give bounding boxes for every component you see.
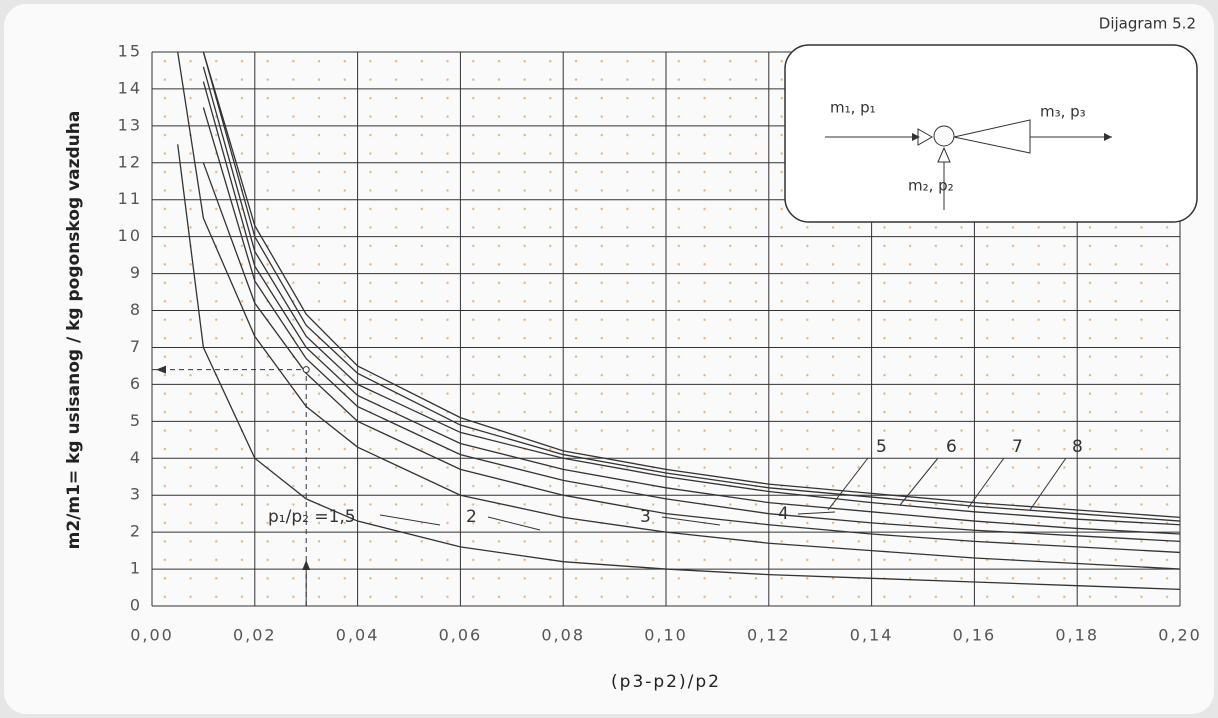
arrow: [912, 133, 920, 141]
inlet-label: m₁, p₁: [830, 99, 876, 117]
y-tick-label: 11: [118, 189, 142, 208]
leader-line: [661, 516, 721, 526]
curve: [202, 51, 1181, 522]
nozzle: [917, 128, 934, 146]
arrow: [156, 365, 166, 374]
corner-label: Dijagram 5.2: [1099, 15, 1196, 33]
y-tick-label: 12: [118, 152, 142, 171]
leader-line: [827, 457, 869, 511]
x-tick-label: 0,04: [336, 626, 380, 645]
y-tick-label: 10: [118, 226, 142, 245]
curve-label: 4: [778, 504, 789, 524]
leader-line: [797, 511, 836, 515]
leader-line: [899, 457, 939, 506]
x-tick-label: 0,18: [1055, 626, 1099, 645]
leader-line: [1029, 457, 1067, 511]
mixer: [933, 125, 955, 147]
y-tick-label: 15: [118, 42, 142, 61]
curve: [177, 51, 1181, 570]
y-tick-label: 7: [130, 337, 142, 356]
curve-label: 3: [640, 507, 651, 527]
x-tick-label: 0,10: [644, 626, 688, 645]
curve-label: 5: [876, 437, 887, 457]
x-tick-label: 0,08: [541, 626, 585, 645]
y-tick-label: 5: [130, 411, 142, 430]
curve: [177, 144, 1181, 591]
curve: [202, 66, 1181, 526]
outlet-label: m₃, p₃: [1040, 103, 1086, 121]
curve: [202, 107, 1181, 543]
y-tick-label: 1: [130, 559, 142, 578]
suction-label: m₂, p₂: [908, 177, 954, 195]
curve-label: 8: [1072, 437, 1083, 457]
x-tick-label: 0,06: [439, 626, 483, 645]
y-tick-label: 2: [130, 522, 142, 541]
leader-line: [967, 457, 1005, 509]
x-tick-label: 0,12: [747, 626, 791, 645]
curve-label: 6: [946, 437, 957, 457]
y-tick-label: 4: [130, 448, 142, 467]
y-axis-label: m2/m1= kg usisanog / kg pogonskog vazduh…: [64, 111, 84, 550]
y-tick-label: 13: [118, 115, 142, 134]
y-tick-label: 14: [118, 78, 142, 97]
x-tick-label: 0,16: [953, 626, 997, 645]
x-tick-label: 0,02: [233, 626, 277, 645]
inset-box: [784, 44, 1198, 223]
curve-label: 2: [466, 507, 477, 527]
leader-line: [487, 516, 541, 531]
x-tick-label: 0,00: [130, 626, 174, 645]
curve-label: p₁/p₂ =1,5: [268, 507, 356, 527]
y-tick-label: 0: [130, 596, 142, 615]
x-axis-label: (p3-p2)/p2: [611, 672, 721, 692]
curve: [202, 81, 1181, 535]
y-tick-label: 3: [130, 485, 142, 504]
inset: m₁, p₁ m₃, p₃ m₂, p₂: [784, 44, 1198, 223]
y-tick-label: 9: [130, 263, 142, 282]
example-point: [302, 366, 310, 374]
curve: [202, 162, 1181, 554]
x-tick-label: 0,14: [850, 626, 894, 645]
arrow: [1104, 133, 1112, 141]
leader-line: [379, 514, 441, 526]
arrow: [302, 560, 311, 570]
curve: [202, 51, 1181, 519]
y-tick-label: 8: [130, 300, 142, 319]
curve-label: 7: [1012, 437, 1023, 457]
x-tick-label: 0,20: [1158, 626, 1202, 645]
y-tick-label: 6: [130, 374, 142, 393]
